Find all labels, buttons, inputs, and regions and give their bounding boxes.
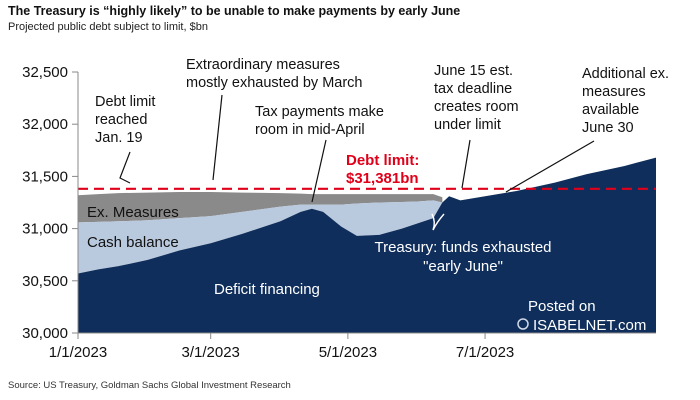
annotation-extraordinary-measures: Extraordinary measures xyxy=(186,57,340,73)
annotation-extraordinary-measures: mostly exhausted by March xyxy=(186,75,363,91)
area-label-ex-measures: Ex. Measures xyxy=(87,204,179,221)
annotation-june-15: creates room xyxy=(434,99,519,115)
x-tick-label: 3/1/2023 xyxy=(181,344,239,361)
watermark-line-1: Posted on xyxy=(528,298,596,315)
series-area-deficit-financing xyxy=(78,157,656,333)
annotation-additional-measures: Additional ex. xyxy=(582,66,669,82)
annotation-june-15: tax deadline xyxy=(434,81,512,97)
watermark: Posted on ISABELNET.com xyxy=(517,298,646,334)
watermark-line-2: ISABELNET.com xyxy=(533,317,646,334)
chart-title: The Treasury is “highly likely” to be un… xyxy=(8,4,461,18)
y-tick-label: 31,500 xyxy=(22,168,68,185)
annotation-leader-line xyxy=(212,94,223,181)
x-tick-label: 1/1/2023 xyxy=(49,344,107,361)
annotation-debt-limit-reached: Debt limit xyxy=(95,94,155,110)
annotation-brace xyxy=(431,213,445,231)
annotation-june-15: June 15 est. xyxy=(434,63,513,79)
annotation-tax-payments: Tax payments make xyxy=(255,104,384,120)
annotation-leader-line xyxy=(119,151,131,184)
area-label-deficit-financing: Deficit financing xyxy=(214,281,320,298)
annotation-funds-exhausted: Treasury: funds exhausted xyxy=(374,239,551,256)
chart-subtitle: Projected public debt subject to limit, … xyxy=(8,21,208,33)
y-tick-label: 30,500 xyxy=(22,273,68,290)
annotation-additional-measures: measures xyxy=(582,84,646,100)
series-area-cash-balance xyxy=(78,200,443,274)
annotation-funds-exhausted: "early June" xyxy=(423,258,503,275)
annotation-leader-line xyxy=(505,140,595,193)
annotation-leader-line xyxy=(311,139,327,203)
annotation-debt-limit-reached: reached xyxy=(95,112,147,128)
x-tick-label: 7/1/2023 xyxy=(456,344,514,361)
area-label-cash-balance: Cash balance xyxy=(87,234,179,251)
annotation-debt-limit-value: Debt limit: xyxy=(346,152,419,169)
x-tick-label: 5/1/2023 xyxy=(319,344,377,361)
annotation-leader-line xyxy=(461,139,471,189)
annotation-debt-limit-value: $31,381bn xyxy=(346,170,419,187)
y-tick-label: 31,000 xyxy=(22,221,68,238)
annotation-june-15: under limit xyxy=(434,117,501,133)
y-tick-label: 32,500 xyxy=(22,64,68,81)
series-area-ex-measures xyxy=(78,192,443,223)
y-tick-label: 32,000 xyxy=(22,116,68,133)
annotation-additional-measures: June 30 xyxy=(582,120,634,136)
annotation-tax-payments: room in mid-April xyxy=(255,122,365,138)
watermark-logo-icon xyxy=(517,318,529,330)
annotation-additional-measures: available xyxy=(582,102,639,118)
annotation-debt-limit-reached: Jan. 19 xyxy=(95,130,143,146)
source-note: Source: US Treasury, Goldman Sachs Globa… xyxy=(8,380,291,391)
y-tick-label: 30,000 xyxy=(22,325,68,342)
